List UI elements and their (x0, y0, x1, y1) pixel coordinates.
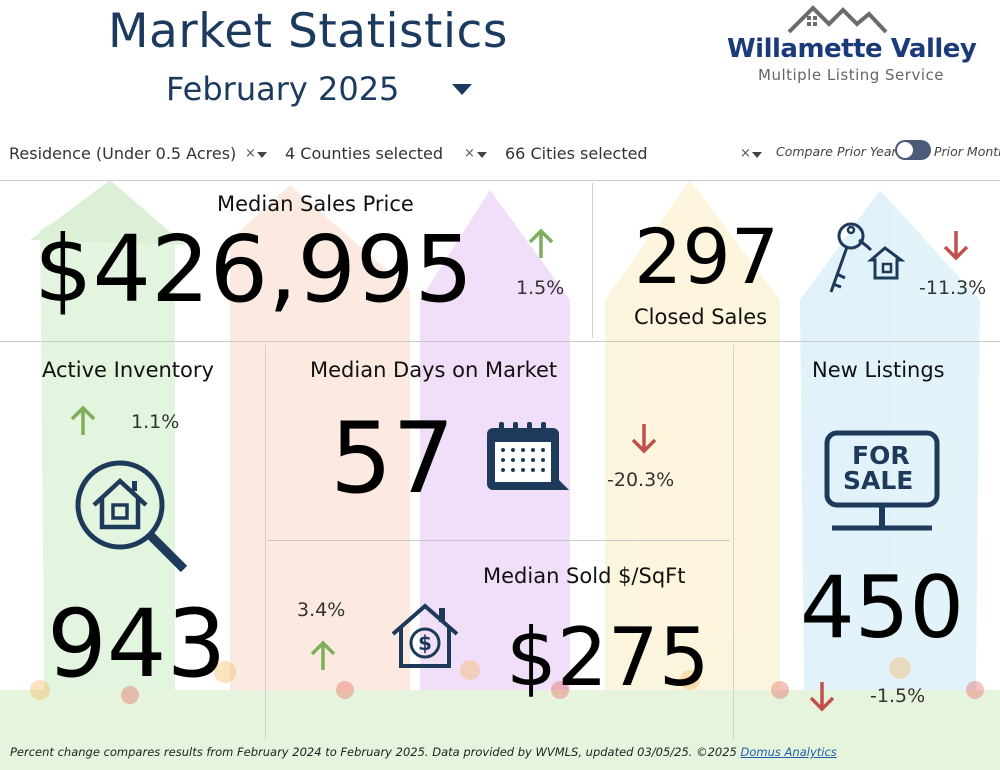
sign-text-for: FOR (852, 441, 910, 470)
house-dollar-icon: $ (391, 603, 459, 668)
active-inventory-change: 1.1% (131, 411, 180, 433)
down-arrow-icon (631, 424, 657, 454)
page-title: Market Statistics (108, 4, 508, 59)
logo-name: Willamette Valley (727, 34, 977, 64)
median-price-change: 1.5% (516, 277, 565, 299)
property-type-dropdown-icon[interactable] (257, 152, 267, 158)
sold-sqft-change: 3.4% (297, 599, 346, 621)
closed-sales-change: -11.3% (919, 277, 987, 299)
svg-text:$: $ (418, 631, 432, 655)
sold-sqft-value: $275 (506, 611, 710, 704)
right-column-divider (733, 345, 734, 740)
top-column-divider (592, 183, 593, 338)
cities-dropdown-icon[interactable] (752, 152, 762, 158)
median-price-value: $426,995 (34, 216, 473, 323)
cities-filter[interactable]: 66 Cities selected (505, 144, 648, 163)
property-type-filter[interactable]: Residence (Under 0.5 Acres) (9, 144, 237, 163)
up-arrow-icon (70, 405, 96, 435)
footer-note: Percent change compares results from Feb… (10, 745, 837, 759)
compare-prior-year-label: Compare Prior Year (776, 144, 897, 159)
house-key-icon (829, 222, 905, 293)
month-dropdown-caret-icon[interactable] (452, 84, 472, 95)
report-month[interactable]: February 2025 (166, 70, 400, 108)
active-inventory-value: 943 (47, 590, 227, 699)
calendar-icon (487, 422, 569, 490)
down-arrow-icon (809, 682, 835, 712)
clear-counties-icon[interactable]: × (464, 146, 475, 161)
clear-cities-icon[interactable]: × (740, 146, 751, 161)
left-column-divider (265, 345, 266, 740)
prior-month-label: Prior Month (934, 144, 1000, 159)
domus-analytics-link[interactable]: Domus Analytics (740, 745, 837, 759)
middle-divider (268, 540, 730, 541)
days-on-market-change: -20.3% (607, 469, 675, 491)
new-listings-label: New Listings (812, 358, 945, 382)
new-listings-value: 450 (800, 558, 965, 658)
active-inventory-label: Active Inventory (42, 358, 214, 382)
house-search-icon (75, 460, 188, 573)
clear-property-type-icon[interactable]: × (245, 146, 256, 161)
closed-sales-value: 297 (634, 212, 780, 301)
days-on-market-value: 57 (330, 402, 455, 516)
toggle-knob (897, 142, 913, 158)
row-divider (0, 341, 1000, 342)
closed-sales-label: Closed Sales (634, 305, 768, 329)
sign-text-sale: SALE (843, 466, 914, 495)
median-price-label: Median Sales Price (217, 192, 414, 216)
for-sale-sign-icon (824, 430, 940, 531)
counties-dropdown-icon[interactable] (477, 152, 487, 158)
filter-divider (0, 180, 1000, 181)
up-arrow-icon (310, 640, 336, 670)
down-arrow-icon (943, 231, 969, 261)
logo-subtitle: Multiple Listing Service (758, 66, 944, 84)
days-on-market-label: Median Days on Market (310, 358, 558, 382)
new-listings-change: -1.5% (870, 685, 926, 707)
logo-roofline-icon (787, 5, 888, 34)
sold-sqft-label: Median Sold $/SqFt (483, 564, 686, 588)
footer-text: Percent change compares results from Feb… (10, 745, 741, 759)
counties-filter[interactable]: 4 Counties selected (285, 144, 444, 163)
up-arrow-icon (528, 228, 554, 258)
